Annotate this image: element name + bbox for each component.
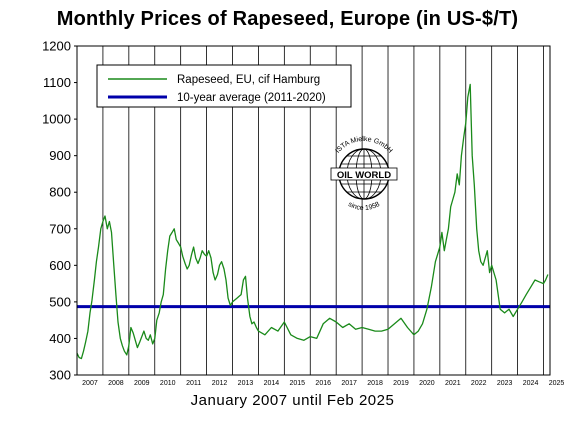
series-line-rapeseed	[76, 83, 549, 360]
y-tick-700: 700	[49, 221, 71, 236]
logo-center-text: OIL WORLD	[337, 170, 391, 181]
svg-text:since 1958: since 1958	[347, 201, 381, 212]
legend-label-rapeseed: Rapeseed, EU, cif Hamburg	[177, 74, 320, 86]
x-tick-2008: 2008	[108, 380, 124, 387]
legend-box	[96, 64, 352, 108]
x-tick-2025: 2025	[549, 380, 565, 387]
y-tick-300: 300	[49, 368, 71, 383]
x-axis-ticks: 2007 2008 2009 2010 2011 2012 2013 2014 2015 2016…	[82, 380, 564, 387]
legend-label-average: 10-year average (2011-2020)	[177, 92, 326, 104]
y-tick-400: 400	[49, 331, 71, 346]
x-tick-2007: 2007	[82, 380, 98, 387]
x-tick-2016: 2016	[315, 380, 331, 387]
x-tick-2013: 2013	[238, 380, 254, 387]
chart-subtitle: January 2007 until Feb 2025	[190, 392, 395, 409]
chart-title: Monthly Prices of Rapeseed, Europe (in U…	[56, 8, 519, 30]
x-tick-2024: 2024	[523, 380, 539, 387]
y-tick-1000: 1000	[42, 112, 71, 127]
plot-frame	[76, 45, 551, 376]
y-axis-ticks: 1200 1100 1000 900 800 700 600 500 400 300	[42, 39, 77, 383]
grid-lines	[102, 46, 544, 375]
x-tick-2017: 2017	[341, 380, 357, 387]
x-tick-2014: 2014	[264, 380, 280, 387]
x-tick-2010: 2010	[160, 380, 176, 387]
x-tick-2011: 2011	[186, 380, 201, 387]
y-tick-1100: 1100	[43, 75, 71, 90]
x-tick-2021: 2021	[445, 380, 461, 387]
x-tick-2022: 2022	[471, 380, 487, 387]
y-tick-500: 500	[49, 294, 71, 309]
x-tick-2009: 2009	[134, 380, 150, 387]
y-tick-800: 800	[49, 185, 71, 200]
x-tick-2018: 2018	[367, 380, 383, 387]
logo-bottom-text: since 1958	[347, 201, 381, 212]
price-series-layer	[76, 83, 549, 360]
x-tick-2015: 2015	[290, 380, 306, 387]
y-tick-1200: 1200	[42, 39, 71, 54]
y-tick-900: 900	[49, 148, 71, 163]
oil-world-logo: OIL WORLD ISTA Mielke GmbH since 1958	[330, 136, 398, 212]
x-tick-2023: 2023	[497, 380, 513, 387]
x-tick-2020: 2020	[419, 380, 435, 387]
x-tick-2019: 2019	[393, 380, 409, 387]
y-tick-600: 600	[49, 258, 71, 273]
x-tick-2012: 2012	[212, 380, 228, 387]
legend: Rapeseed, EU, cif Hamburg 10-year averag…	[96, 64, 352, 108]
